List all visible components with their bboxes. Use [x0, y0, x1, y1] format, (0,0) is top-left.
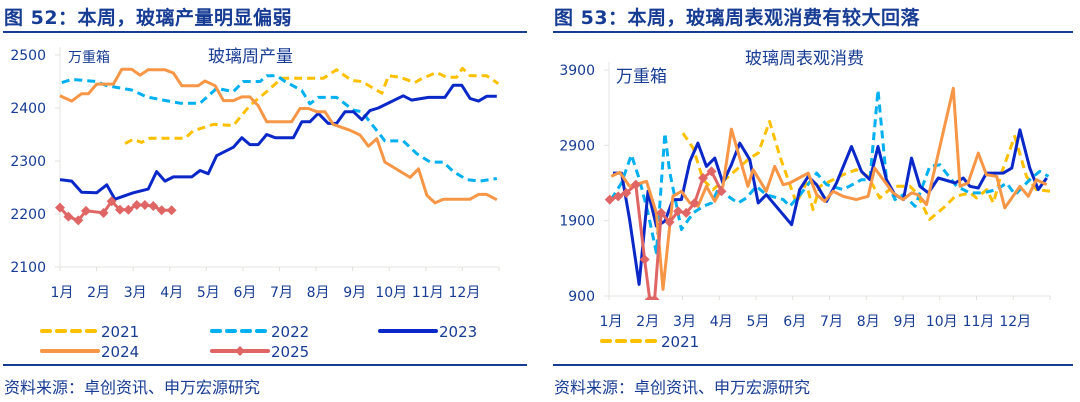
x-tick-label: 11月 — [963, 314, 995, 330]
data-point-marker-2025 — [706, 166, 717, 177]
data-point-marker-2025 — [148, 201, 159, 212]
consumption-chart: 900 1900 2900 3900 1月 2月 3月 4月 5月 6月 7月 8月 9月 10月 11月 1… — [559, 49, 1051, 351]
data-point-marker-2025 — [604, 194, 615, 205]
y-tick-label: 3900 — [559, 63, 595, 79]
figure-53-panel: 图 53：本周，玻璃周表观消费有较大回落 900 1900 2900 3900 1月 2月… — [550, 0, 1080, 402]
x-tick-label: 12月 — [999, 314, 1031, 330]
x-tick-label: 9月 — [343, 285, 366, 301]
x-tick-label: 1月 — [600, 314, 623, 330]
unit-label: 万重箱 — [616, 67, 667, 87]
data-point-marker-2025 — [98, 207, 109, 218]
legend-label-2021: 2021 — [661, 333, 699, 351]
x-tick-label: 4月 — [710, 314, 733, 330]
plot-area — [55, 66, 500, 226]
x-tick-label: 10月 — [375, 285, 407, 301]
series-line-2021 — [681, 120, 1051, 221]
series-line-2023 — [59, 83, 497, 201]
data-point-marker-2025 — [55, 202, 65, 213]
x-tick-label: 7月 — [270, 285, 293, 301]
data-point-marker-2025 — [689, 197, 700, 208]
data-point-marker-2025 — [621, 187, 632, 198]
data-point-marker-2025 — [630, 179, 641, 190]
data-point-marker-2025 — [698, 173, 709, 184]
x-tick-label: 3月 — [124, 285, 147, 301]
source-note: 资料来源：卓创资讯、申万宏源研究 — [554, 378, 811, 397]
chart-title: 玻璃周产量 — [208, 47, 293, 67]
data-point-marker-2025 — [106, 196, 117, 207]
y-tick-label: 2300 — [10, 154, 46, 170]
x-tick-label: 8月 — [307, 285, 330, 301]
data-point-marker-2025 — [656, 207, 667, 218]
data-point-marker-2025 — [131, 199, 142, 210]
data-point-marker-2025 — [166, 205, 177, 216]
unit-label: 万重箱 — [68, 50, 110, 66]
x-tick-label: 4月 — [160, 285, 183, 301]
data-point-marker-2025 — [716, 186, 727, 197]
series-line-2022 — [609, 88, 1050, 255]
series-line-2021 — [124, 66, 500, 145]
figure-title: 图 52：本周，玻璃产量明显偏弱 — [4, 7, 293, 29]
y-tick-label: 900 — [568, 289, 595, 305]
data-point-marker-2025 — [114, 204, 125, 215]
data-point-marker-2025 — [613, 191, 624, 202]
x-tick-label: 2月 — [636, 314, 659, 330]
figure-52-panel: 图 52：本周，玻璃产量明显偏弱 2100 2200 2300 2400 2500 1月 2… — [3, 7, 527, 397]
x-tick-label: 11月 — [412, 285, 444, 301]
figure-title: 图 53：本周，玻璃周表观消费有较大回落 — [554, 7, 921, 29]
legend-label-2021: 2021 — [101, 323, 139, 341]
x-tick-label: 2月 — [87, 285, 110, 301]
title-divider — [3, 31, 527, 33]
data-point-marker-2025 — [73, 215, 84, 226]
y-tick-label: 2900 — [559, 138, 595, 154]
x-tick-label: 5月 — [747, 314, 770, 330]
plot-area — [604, 86, 1051, 300]
legend-label-2022: 2022 — [271, 323, 309, 341]
data-point-marker-2025 — [673, 206, 684, 217]
y-tick-label: 2500 — [10, 48, 46, 64]
data-point-marker-2025 — [681, 207, 692, 218]
x-tick-label: 10月 — [926, 314, 958, 330]
series-line-2022 — [61, 74, 498, 183]
y-tick-label: 2100 — [10, 260, 46, 276]
source-divider — [3, 364, 527, 366]
source-note: 资料来源：卓创资讯、申万宏源研究 — [4, 378, 261, 397]
data-point-marker-2025 — [123, 204, 134, 215]
x-tick-label: 7月 — [820, 314, 843, 330]
legend-label-2023: 2023 — [439, 323, 477, 341]
x-tick-label: 3月 — [673, 314, 696, 330]
source-divider — [553, 364, 1073, 366]
x-tick-label: 12月 — [449, 285, 481, 301]
data-point-marker-2025 — [139, 199, 150, 210]
title-divider — [553, 31, 1073, 33]
y-tick-label: 1900 — [559, 214, 595, 230]
data-point-marker-2025 — [63, 211, 74, 222]
x-tick-label: 6月 — [233, 285, 256, 301]
production-chart: 2100 2200 2300 2400 2500 1月 2月 3月 4月 5月 6月 7月 8月 9月 10… — [10, 47, 500, 361]
x-tick-label: 6月 — [783, 314, 806, 330]
y-tick-label: 2200 — [10, 207, 46, 223]
data-point-marker-2025 — [80, 205, 91, 216]
series-line-2024 — [59, 67, 498, 205]
x-tick-label: 1月 — [51, 285, 74, 301]
x-tick-label: 9月 — [894, 314, 917, 330]
data-point-marker-2025 — [639, 254, 650, 265]
legend-label-2025: 2025 — [271, 343, 309, 361]
x-tick-label: 5月 — [197, 285, 220, 301]
legend-marker-2025 — [235, 346, 245, 356]
x-tick-label: 8月 — [857, 314, 880, 330]
data-point-marker-2025 — [649, 294, 660, 300]
legend-label-2024: 2024 — [101, 343, 139, 361]
data-point-marker-2025 — [156, 205, 167, 216]
chart-title: 玻璃周表观消费 — [745, 49, 864, 69]
data-point-marker-2025 — [664, 217, 675, 228]
series-line-2024 — [610, 86, 1048, 291]
y-tick-label: 2400 — [10, 101, 46, 117]
